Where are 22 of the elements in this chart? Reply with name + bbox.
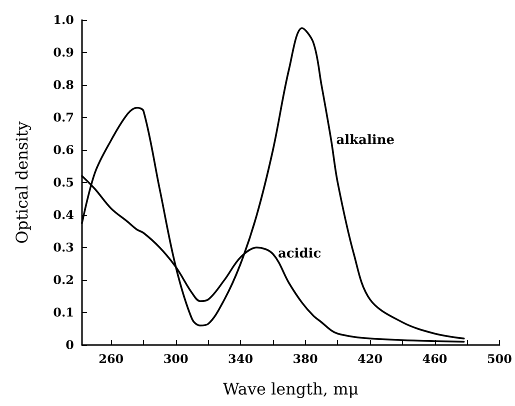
x-tick-label: 260 bbox=[98, 352, 124, 366]
x-tick-label: 500 bbox=[486, 352, 512, 366]
y-tick-label: 0.2 bbox=[53, 273, 74, 287]
x-tick-label: 340 bbox=[228, 352, 254, 366]
x-axis-title: Wave length, mμ bbox=[222, 380, 359, 398]
y-tick-label: 0.5 bbox=[53, 176, 74, 190]
annotation: acidic bbox=[278, 246, 322, 262]
y-tick-label: 1.0 bbox=[53, 13, 74, 27]
y-tick-label: 0.1 bbox=[53, 306, 74, 320]
y-tick-label: 0.8 bbox=[53, 78, 74, 92]
y-tick-label: 0 bbox=[66, 338, 74, 352]
x-tick-label: 300 bbox=[163, 352, 188, 366]
x-tick-label: 460 bbox=[422, 352, 448, 366]
y-axis-title: Optical density bbox=[12, 121, 32, 244]
x-tick-label: 420 bbox=[357, 352, 383, 366]
annotation: alkaline bbox=[336, 132, 395, 148]
y-tick-label: 0.4 bbox=[53, 208, 74, 222]
y-tick-label: 0.3 bbox=[53, 240, 74, 254]
y-tick-label: 0.9 bbox=[53, 46, 74, 60]
y-tick-label: 0.7 bbox=[53, 110, 74, 124]
x-tick-label: 380 bbox=[292, 352, 318, 366]
y-tick-label: 0.6 bbox=[53, 143, 74, 157]
